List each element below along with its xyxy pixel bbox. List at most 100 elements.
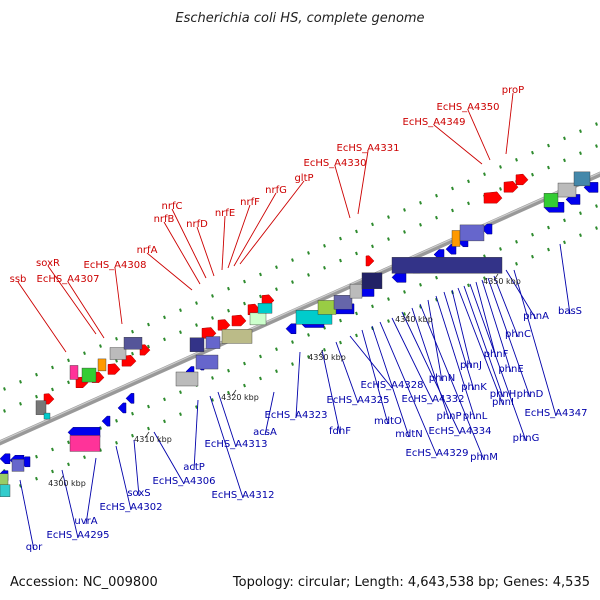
leader-line (334, 165, 351, 219)
leader-line (193, 399, 199, 471)
gene-label: mdtN (395, 429, 423, 440)
gene-label: fdhF (329, 426, 351, 437)
leader-line (481, 279, 512, 373)
gene-label: actP (183, 462, 205, 473)
gene-block (11, 459, 25, 472)
tick-dot (419, 304, 422, 309)
tick-dot (51, 387, 54, 392)
gene-block (459, 224, 485, 242)
leader-line (435, 295, 476, 420)
tick-dot (243, 383, 246, 388)
tick-dot (131, 433, 134, 438)
gene-label: nrfG (265, 185, 287, 196)
tick-dot (243, 301, 246, 306)
tick-dot (435, 193, 438, 198)
tick-dot (387, 215, 390, 219)
gene-block (69, 435, 101, 452)
tick-dot (531, 232, 534, 237)
leader-line (221, 215, 226, 271)
tick-dot (579, 211, 582, 216)
tick-dot (3, 387, 6, 391)
gene-label: phnI (492, 397, 514, 408)
gene-label: nrfB (154, 214, 175, 225)
gene-label: EcHS_A4328 (361, 380, 424, 391)
gene-label: soxR (36, 258, 60, 269)
tick-dot (499, 165, 502, 169)
tick-dot (371, 222, 374, 227)
tick-dot (403, 230, 406, 234)
leader-line (61, 469, 79, 539)
gene-label: EcHS_A4332 (402, 394, 465, 405)
tick-dot (259, 272, 262, 277)
gene-block (175, 371, 199, 387)
tick-dot (211, 316, 214, 320)
gene-label: nrfA (137, 245, 158, 256)
leader-lines-layer (17, 92, 571, 551)
tick-dot (355, 229, 358, 234)
tick-dot (355, 333, 358, 338)
tick-dot (35, 454, 38, 459)
tick-dot (467, 179, 470, 184)
gene-label: EcHS_A4312 (212, 490, 275, 501)
leader-line (85, 457, 97, 525)
genome-summary-text: Topology: circular; Length: 4,643,538 bp… (232, 575, 590, 590)
tick-dot (563, 136, 566, 141)
tick-dot (435, 297, 438, 302)
gene-block (557, 182, 577, 198)
leader-line (469, 283, 527, 442)
tick-dot (259, 294, 262, 299)
tick-dot (387, 319, 390, 323)
accession-text: Accession: NC_009800 (10, 575, 158, 590)
scale-tick-label: 4320 kbp (221, 393, 259, 402)
gene-block (69, 365, 79, 380)
tick-dot (67, 380, 70, 385)
leader-line (559, 243, 571, 315)
leader-line (153, 431, 185, 485)
gene-label: basS (558, 306, 582, 317)
tick-dot (419, 222, 422, 227)
scale-tick-label: 4310 kbp (134, 435, 172, 444)
tick-dot (227, 308, 230, 313)
gene-block (257, 303, 273, 314)
tick-dot (339, 258, 342, 263)
forward-gene-arrow (139, 344, 151, 356)
scale-tick-mark (58, 475, 64, 483)
leader-line (391, 317, 434, 403)
tick-dot (83, 455, 86, 459)
tick-dot (243, 361, 246, 366)
leader-line (361, 329, 389, 425)
tick-dot (115, 337, 118, 341)
tick-dot (35, 476, 38, 481)
gene-block (333, 295, 353, 310)
gene-label: gltP (294, 173, 313, 184)
backbone-layer (0, 171, 600, 446)
leader-line (467, 109, 491, 161)
tick-dot (563, 218, 566, 223)
gene-block (249, 312, 267, 326)
leader-line (171, 208, 207, 279)
gene-label: phnA (523, 311, 549, 322)
tick-dot (547, 143, 550, 148)
leader-line (493, 275, 519, 338)
tick-dot (163, 337, 166, 342)
reverse-gene-arrow (125, 393, 135, 404)
tick-dot (131, 411, 134, 416)
tick-dot (467, 283, 470, 288)
tick-dot (211, 376, 214, 380)
forward-gene-arrow (365, 255, 375, 267)
tick-dot (595, 226, 598, 230)
tick-dot (115, 359, 118, 363)
gene-label: EcHS_A4295 (47, 530, 110, 541)
gene-label: uvrA (74, 516, 97, 527)
forward-gene-arrow (247, 303, 261, 316)
tick-dot (195, 323, 198, 327)
leader-line (295, 351, 301, 419)
gene-block (0, 473, 9, 486)
tick-dot (147, 404, 150, 409)
gene-label: phnF (484, 349, 509, 360)
gene-label: EcHS_A4313 (205, 439, 268, 450)
scale-tick-label: 4300 kbp (48, 479, 86, 488)
reverse-gene-arrow (101, 415, 111, 427)
tick-dot (387, 297, 390, 301)
tick-dot (403, 290, 406, 294)
